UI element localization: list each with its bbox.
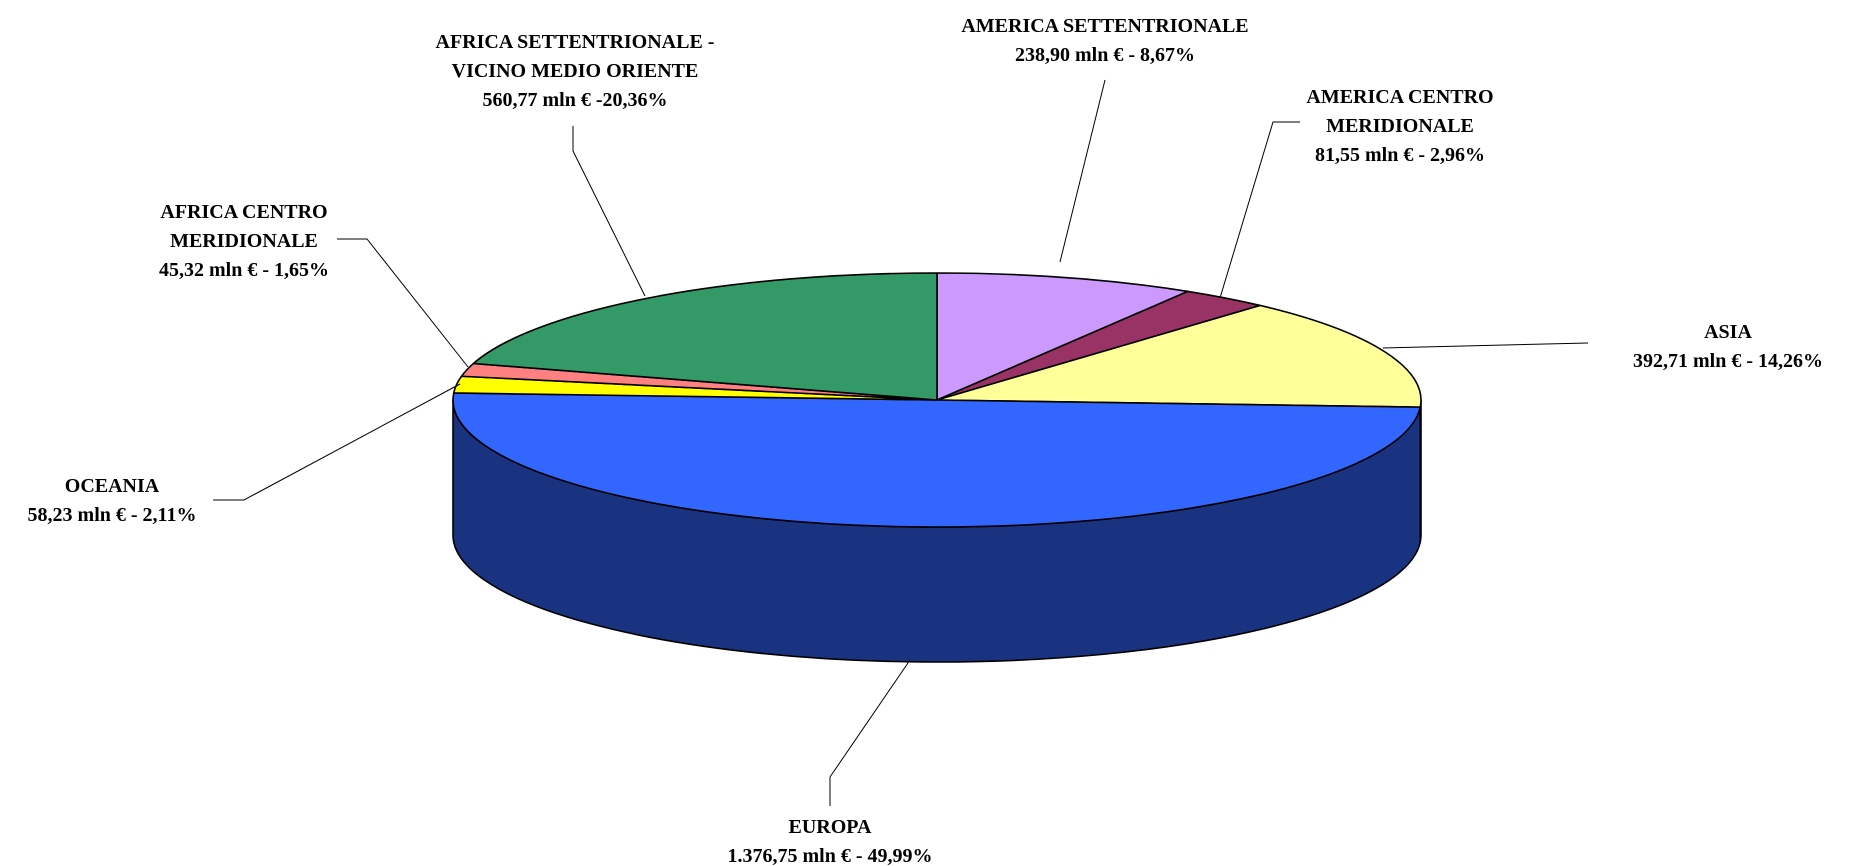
data-label-line: AMERICA SETTENTRIONALE xyxy=(961,15,1248,37)
data-label-line: 392,71 mln € - 14,26% xyxy=(1633,350,1823,372)
slice-asia xyxy=(936,304,1422,408)
data-label-line: 1.376,75 mln € - 49,99% xyxy=(728,845,933,866)
leader-line-oceania xyxy=(213,383,461,501)
data-label-oceania: OCEANIA 58,23 mln € - 2,11% xyxy=(28,475,197,526)
data-label-line: 81,55 mln € - 2,96% xyxy=(1315,144,1485,166)
data-label-line: OCEANIA xyxy=(65,475,160,497)
data-label-line: MERIDIONALE xyxy=(1326,115,1474,137)
data-label-asia: ASIA 392,71 mln € - 14,26% xyxy=(1633,321,1823,372)
leader-line-europa xyxy=(829,659,911,806)
leader-line-africa-centro-meridionale xyxy=(337,238,469,368)
data-label-america-settentrionale: AMERICA SETTENTRIONALE 238,90 mln € - 8,6… xyxy=(961,15,1248,66)
slice-europa xyxy=(452,392,1422,528)
data-label-line: 45,32 mln € - 1,65% xyxy=(159,259,329,281)
data-label-europa: EUROPA 1.376,75 mln € - 49,99% xyxy=(728,816,933,866)
leader-lines xyxy=(213,79,1589,806)
data-label-line: 238,90 mln € - 8,67% xyxy=(1015,44,1195,66)
data-label-africa-centro-meridionale: AFRICA CENTRO MERIDIONALE 45,32 mln € - 1,… xyxy=(159,201,329,281)
pie-slices xyxy=(452,272,1422,528)
leader-line-america-settentrionale xyxy=(1059,79,1106,263)
data-label-line: AMERICA CENTRO xyxy=(1306,86,1493,108)
data-label-line: 560,77 mln € -20,36% xyxy=(483,89,668,111)
slice-africa-settentrionale-vicino-medio-oriente xyxy=(472,272,938,401)
data-label-line: EUROPA xyxy=(789,816,873,838)
data-label-america-centro-meridionale: AMERICA CENTRO MERIDIONALE 81,55 mln € - 2… xyxy=(1306,86,1493,166)
leader-line-america-centro-meridionale xyxy=(1219,121,1300,299)
data-labels: AMERICA SETTENTRIONALE 238,90 mln € - 8,6… xyxy=(28,15,1823,866)
leader-line-asia xyxy=(1382,342,1589,349)
data-label-line: MERIDIONALE xyxy=(170,230,318,252)
data-label-line: AFRICA SETTENTRIONALE - xyxy=(436,31,715,53)
slice-america-settentrionale xyxy=(936,272,1189,401)
leader-line-africa-settentrionale-vicino-medio-oriente xyxy=(572,126,646,297)
data-label-line: ASIA xyxy=(1704,321,1752,343)
data-label-line: 58,23 mln € - 2,11% xyxy=(28,504,197,526)
data-label-line: AFRICA CENTRO xyxy=(160,201,327,223)
data-label-africa-settentrionale-vicino-medio-oriente: AFRICA SETTENTRIONALE - VICINO MEDIO ORIE… xyxy=(436,31,715,111)
data-label-line: VICINO MEDIO ORIENTE xyxy=(452,60,699,82)
